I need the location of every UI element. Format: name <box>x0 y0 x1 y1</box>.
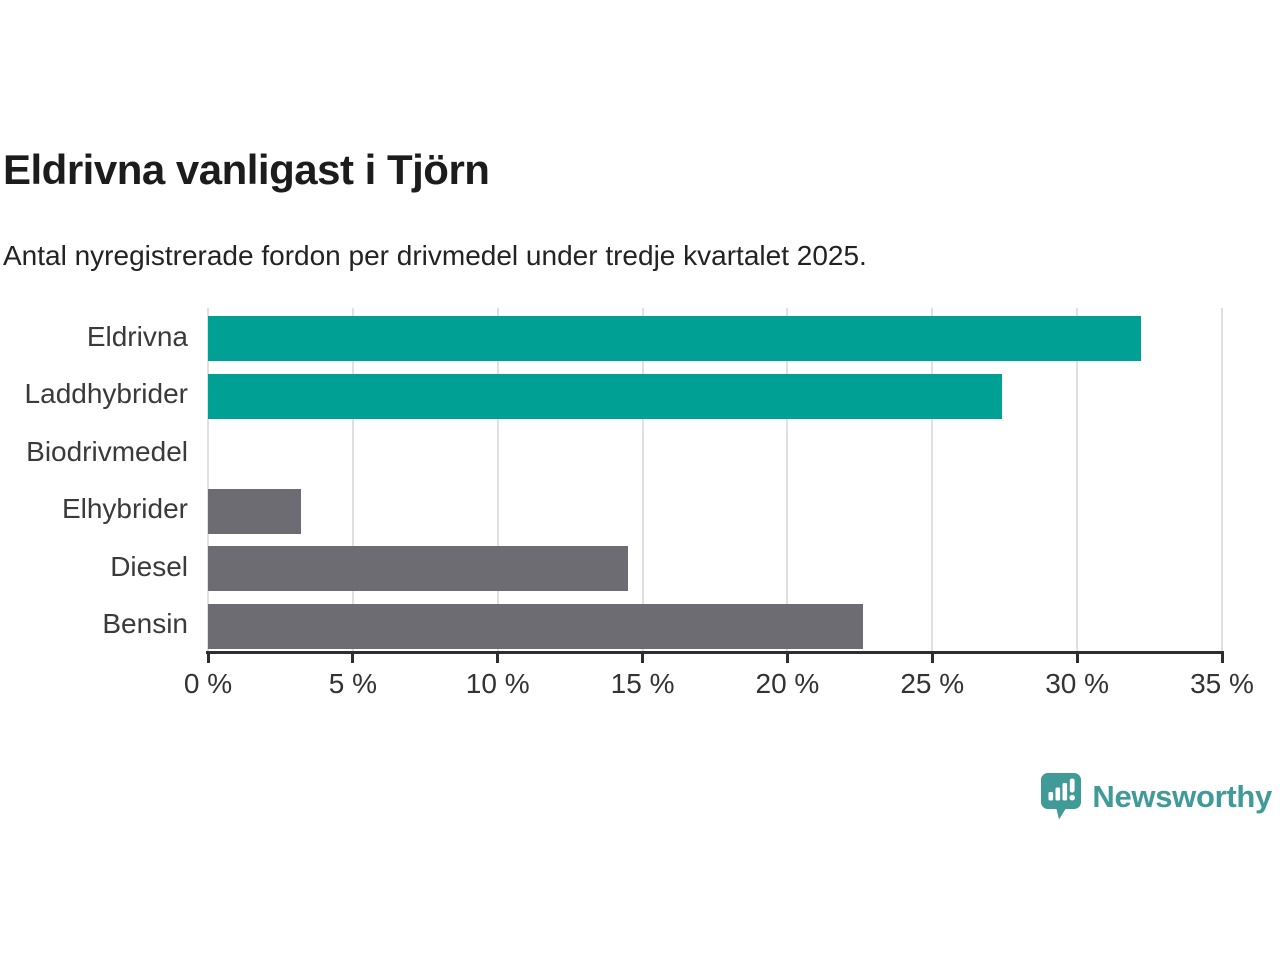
category-label: Bensin <box>102 608 188 640</box>
tick-mark <box>1075 654 1079 663</box>
tick-label: 0 % <box>183 668 233 699</box>
tick-mark <box>641 654 645 663</box>
gridline <box>931 308 934 653</box>
gridline <box>1076 308 1079 653</box>
tick-label: 10 % <box>465 668 530 699</box>
x-axis-line <box>206 651 1224 654</box>
bar-diesel <box>208 546 629 592</box>
chart-title: Eldrivna vanligast i Tjörn <box>3 146 490 193</box>
gridline <box>786 308 789 653</box>
bar-bensin <box>208 603 863 649</box>
tick-mark <box>1220 654 1224 663</box>
newsworthy-branding: Newsworthy <box>1040 772 1272 822</box>
category-label: Biodrivmedel <box>26 435 188 467</box>
plot-area <box>207 308 1223 653</box>
tick-mark <box>930 654 934 663</box>
tick-label: 5 % <box>328 668 377 699</box>
bar-elhybrider <box>208 488 301 534</box>
tick-label: 15 % <box>610 668 675 699</box>
tick-mark <box>496 654 500 663</box>
tick-label: 30 % <box>1045 668 1110 699</box>
category-label: Elhybrider <box>61 493 188 525</box>
gridline <box>496 308 499 653</box>
gridline <box>641 308 644 653</box>
bar-laddhybrider <box>208 373 1002 419</box>
newsworthy-logo-text: Newsworthy <box>1092 779 1272 814</box>
category-label: Laddhybrider <box>24 378 188 410</box>
newsworthy-logo-icon <box>1041 773 1082 820</box>
tick-label: 20 % <box>755 668 820 699</box>
tick-label: 25 % <box>900 668 965 699</box>
tick-label: 35 % <box>1190 668 1254 699</box>
gridline <box>207 308 209 653</box>
category-label: Eldrivna <box>86 320 188 352</box>
gridline <box>1221 308 1223 653</box>
tick-mark <box>351 654 355 663</box>
tick-mark <box>206 654 210 663</box>
bar-eldrivna <box>208 316 1141 362</box>
category-axis-labels: Eldrivna Laddhybrider Biodrivmedel Elhybrid… <box>0 308 188 653</box>
gridline <box>351 308 354 653</box>
category-label: Diesel <box>110 550 188 582</box>
tick-mark <box>785 654 789 663</box>
chart-subtitle: Antal nyregistrerade fordon per drivmede… <box>3 240 867 271</box>
x-axis-ticks: 0 % 5 % 10 % 15 % 20 % 25 % 30 % 35 % <box>184 654 1254 704</box>
